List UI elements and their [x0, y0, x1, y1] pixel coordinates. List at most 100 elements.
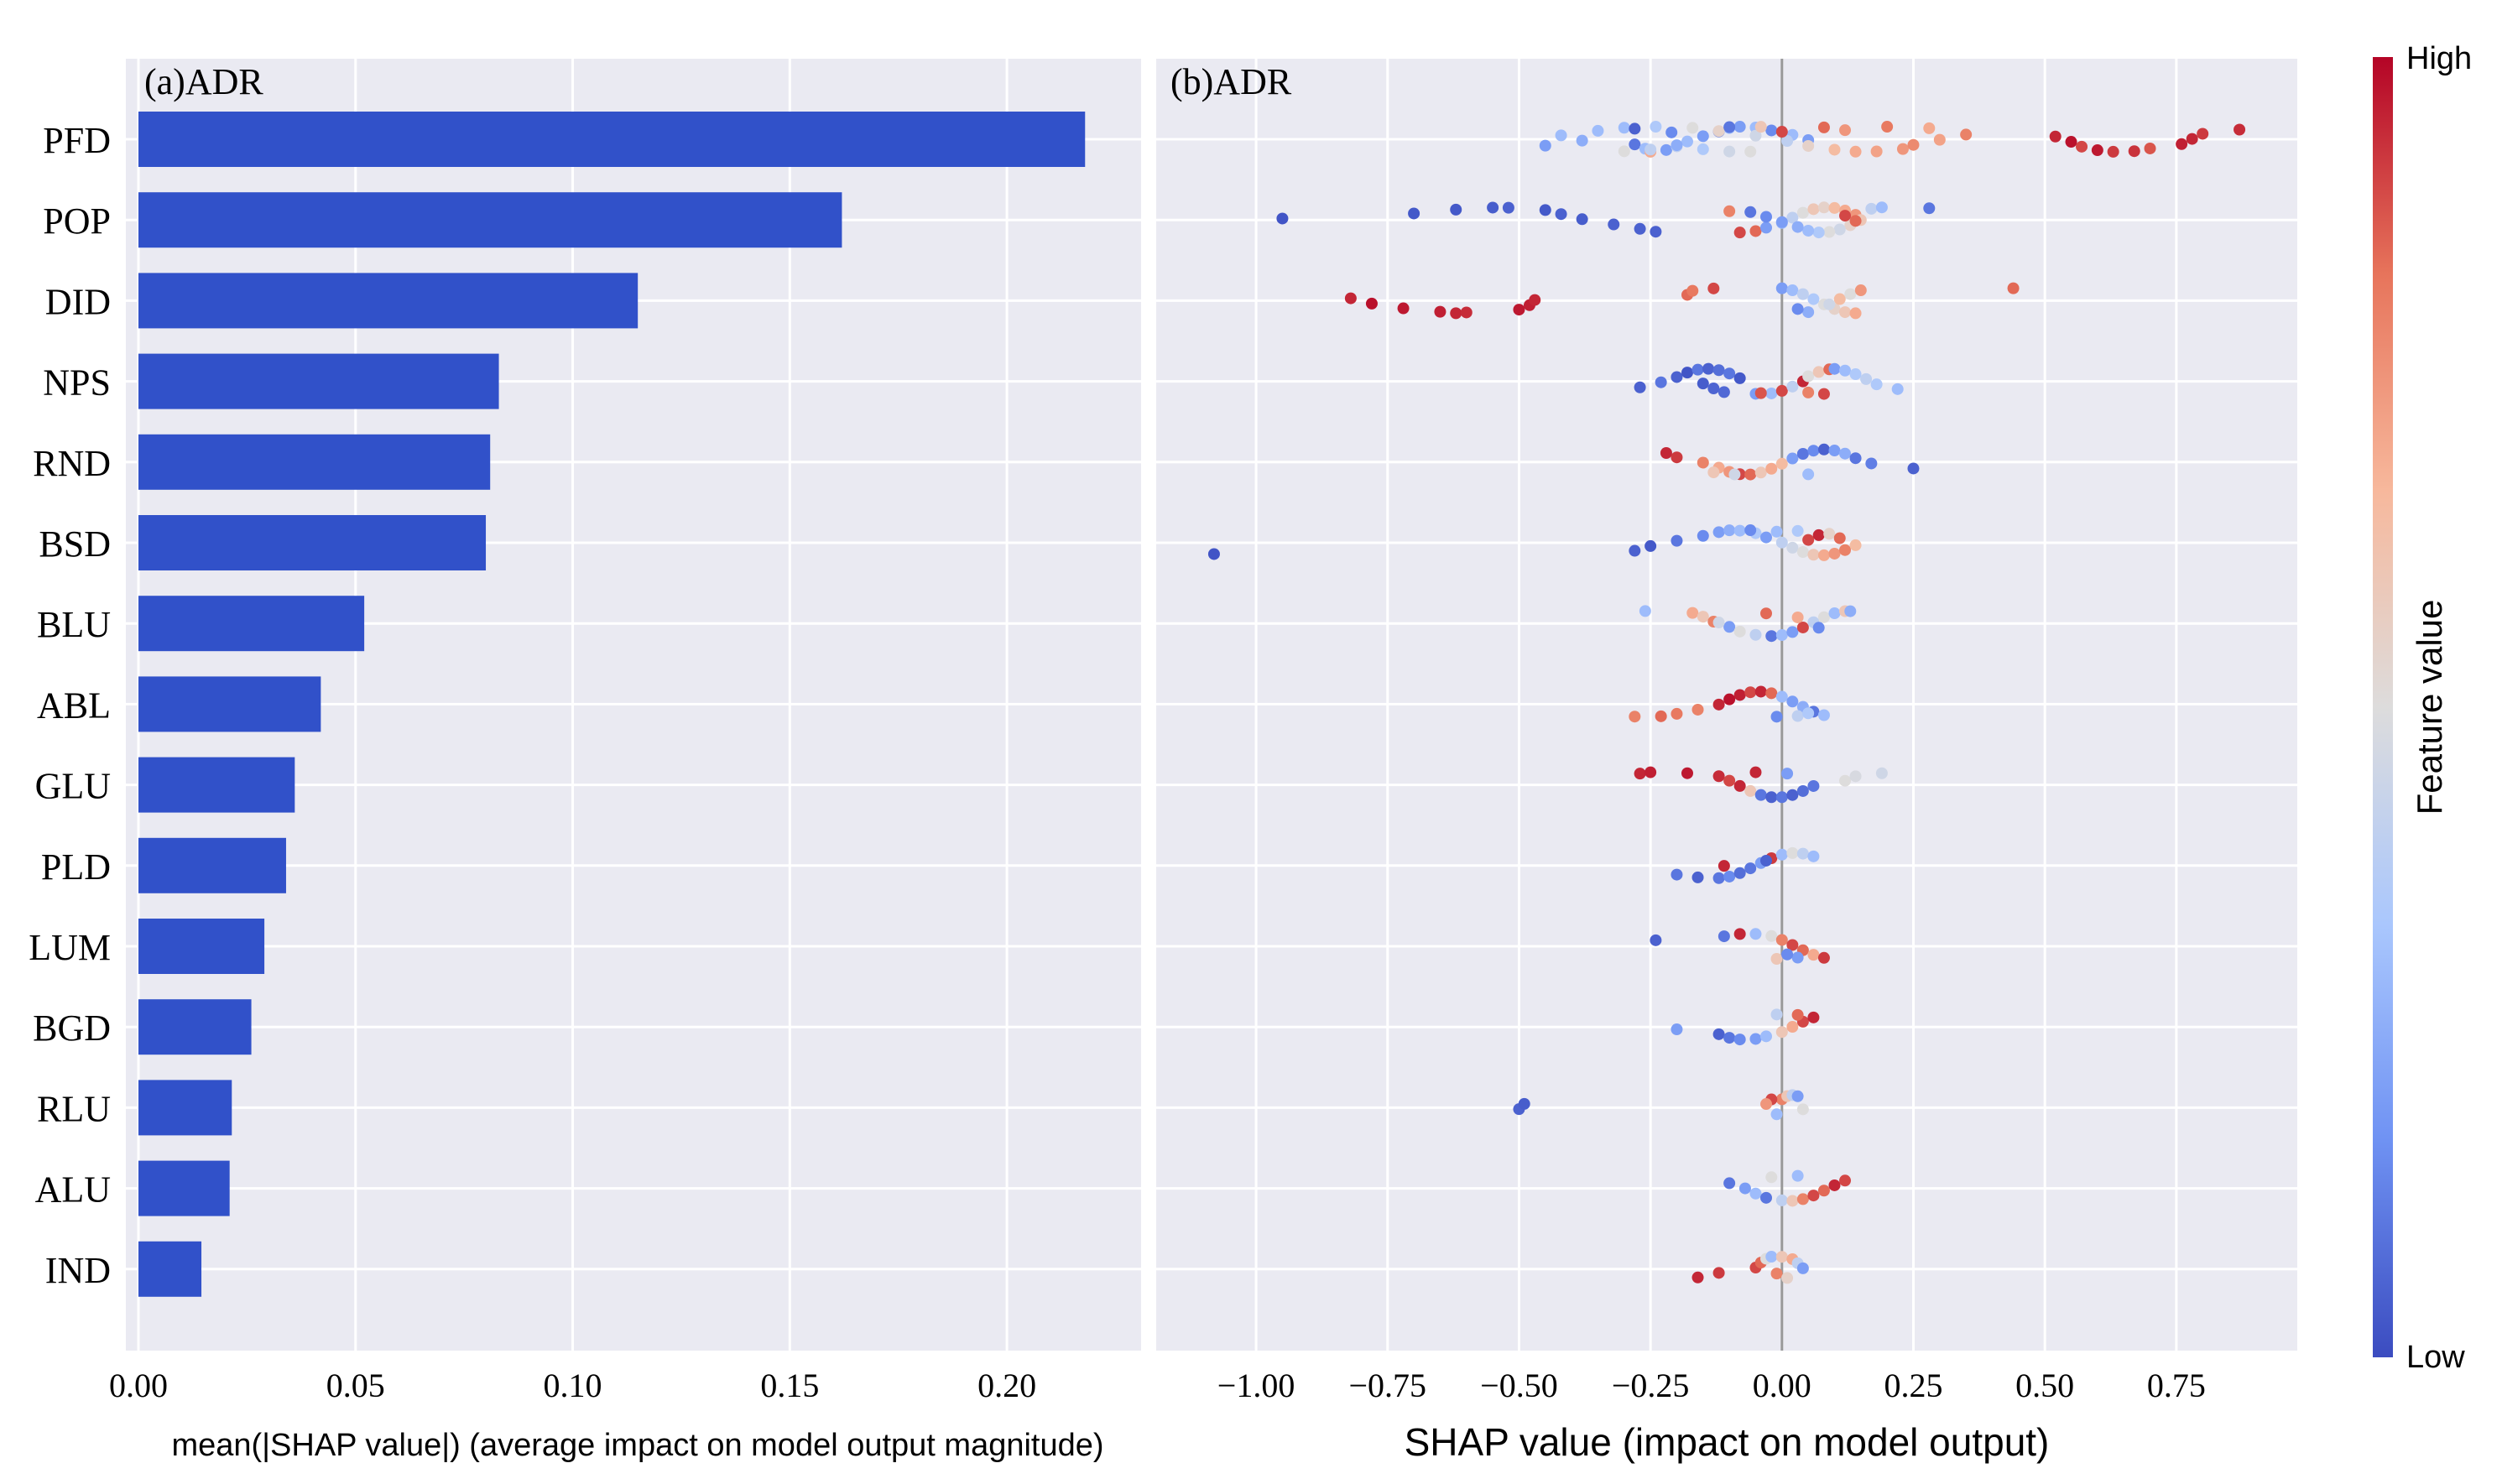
- bar-glu: [138, 757, 295, 813]
- shap-point-did: [1365, 297, 1378, 310]
- bar-lum: [138, 919, 265, 974]
- shap-point-pfd: [1681, 135, 1693, 148]
- shap-point-pop: [1608, 218, 1620, 231]
- shap-point-pfd: [1849, 145, 1862, 158]
- shap-point-pop: [1760, 211, 1773, 223]
- shap-point-blu: [1812, 622, 1825, 634]
- shap-point-rnd: [1744, 468, 1757, 481]
- shap-point-abl: [1691, 703, 1704, 716]
- shap-point-abl: [1765, 687, 1778, 700]
- shap-point-blu: [1686, 607, 1699, 619]
- shap-point-abl: [1733, 689, 1746, 701]
- shap-point-glu: [1754, 789, 1767, 801]
- shap-point-pfd: [1802, 139, 1815, 152]
- shap-point-rlu: [1791, 1090, 1804, 1102]
- shap-point-nps: [1681, 367, 1693, 379]
- shap-point-pfd: [1775, 126, 1788, 138]
- shap-point-rnd: [1765, 462, 1778, 475]
- shap-point-glu: [1781, 768, 1794, 780]
- shap-point-nps: [1697, 378, 1709, 390]
- beeswarm-x-tick-label: −0.75: [1348, 1367, 1426, 1404]
- shap-point-did: [2007, 282, 2020, 294]
- shap-point-rnd: [1817, 443, 1830, 456]
- shap-point-pfd: [1881, 121, 1894, 133]
- shap-point-did: [1775, 282, 1788, 294]
- bar-category-label: LUM: [29, 927, 111, 968]
- shap-point-blu: [1697, 611, 1709, 623]
- shap-point-bsd: [1770, 525, 1783, 538]
- shap-point-pfd: [1712, 125, 1725, 138]
- shap-point-bsd: [1812, 529, 1825, 541]
- shap-point-abl: [1791, 710, 1804, 722]
- shap-point-lum: [1791, 951, 1804, 964]
- shap-point-rnd: [1907, 462, 1920, 475]
- shap-point-pop: [1634, 222, 1646, 235]
- bar-x-tick-label: 0.00: [109, 1367, 168, 1404]
- shap-point-alu: [1775, 1194, 1788, 1206]
- shap-point-ind: [1765, 1251, 1778, 1263]
- bar-x-tick-label: 0.05: [326, 1367, 385, 1404]
- shap-point-pop: [1812, 227, 1825, 239]
- shap-point-pfd: [1923, 122, 1936, 134]
- shap-point-glu: [1723, 774, 1736, 787]
- shap-point-blu: [1775, 629, 1788, 642]
- shap-point-pld: [1723, 870, 1736, 883]
- shap-point-abl: [1723, 693, 1736, 706]
- shap-point-pfd: [2144, 142, 2156, 154]
- shap-point-did: [1397, 302, 1410, 315]
- shap-point-bgd: [1770, 1008, 1783, 1021]
- shap-point-pfd: [1744, 145, 1757, 158]
- shap-point-blu: [1760, 607, 1773, 620]
- shap-point-blu: [1844, 605, 1857, 617]
- shap-point-pop: [1555, 208, 1567, 221]
- colorbar-gradient: [2373, 57, 2393, 1357]
- shap-point-lum: [1770, 952, 1783, 965]
- shap-point-rnd: [1786, 452, 1799, 465]
- feature-value-colorbar: High Low Feature value: [2373, 41, 2472, 1375]
- shap-point-ind: [1691, 1271, 1704, 1284]
- shap-point-rnd: [1728, 468, 1741, 481]
- shap-point-pop: [1733, 227, 1746, 239]
- shap-point-nps: [1891, 383, 1904, 395]
- shap-point-abl: [1629, 711, 1641, 723]
- shap-point-abl: [1802, 707, 1815, 720]
- shap-point-blu: [1723, 621, 1736, 633]
- shap-point-bgd: [1786, 1021, 1799, 1034]
- shap-point-bsd: [1802, 534, 1815, 546]
- shap-point-bsd: [1744, 524, 1757, 537]
- shap-point-nps: [1718, 386, 1730, 398]
- bar-category-label: BSD: [39, 523, 111, 565]
- bar-category-label: PFD: [43, 120, 111, 161]
- shap-point-pop: [1408, 207, 1420, 220]
- shap-point-bsd: [1723, 524, 1736, 537]
- shap-point-pop: [1839, 210, 1852, 222]
- shap-point-lum: [1775, 934, 1788, 946]
- shap-point-pfd: [1650, 121, 1662, 133]
- shap-point-pfd: [1733, 121, 1746, 133]
- shap-point-pfd: [1618, 122, 1630, 134]
- shap-point-bgd: [1671, 1023, 1683, 1036]
- shap-point-ind: [1770, 1268, 1783, 1280]
- shap-point-pfd: [2065, 136, 2077, 148]
- beeswarm-panel: −1.00 −0.75 −0.50 −0.25 0.00 0.25 0.50 0.75 (b)…: [1156, 59, 2297, 1464]
- shap-point-did: [1529, 294, 1541, 306]
- shap-point-did: [1839, 306, 1852, 319]
- shap-point-alu: [1786, 1195, 1799, 1207]
- shap-point-glu: [1645, 766, 1657, 778]
- shap-point-bgd: [1723, 1032, 1736, 1044]
- shap-point-pfd: [1592, 124, 1604, 137]
- shap-point-bsd: [1817, 549, 1830, 561]
- shap-point-nps: [1754, 387, 1767, 399]
- shap-point-bsd: [1671, 534, 1683, 547]
- shap-point-blu: [1733, 625, 1746, 638]
- shap-point-pfd: [1629, 138, 1641, 151]
- colorbar-title: Feature value: [2410, 600, 2449, 815]
- shap-point-alu: [1817, 1185, 1830, 1197]
- beeswarm-x-tick-label: 0.25: [1884, 1367, 1942, 1404]
- shap-point-blu: [1791, 611, 1804, 623]
- bar-blu: [138, 596, 365, 652]
- shap-point-did: [1513, 304, 1525, 316]
- shap-point-pld: [1786, 846, 1799, 859]
- shap-point-glu: [1765, 791, 1778, 804]
- beeswarm-x-tick-label: −0.50: [1480, 1367, 1558, 1404]
